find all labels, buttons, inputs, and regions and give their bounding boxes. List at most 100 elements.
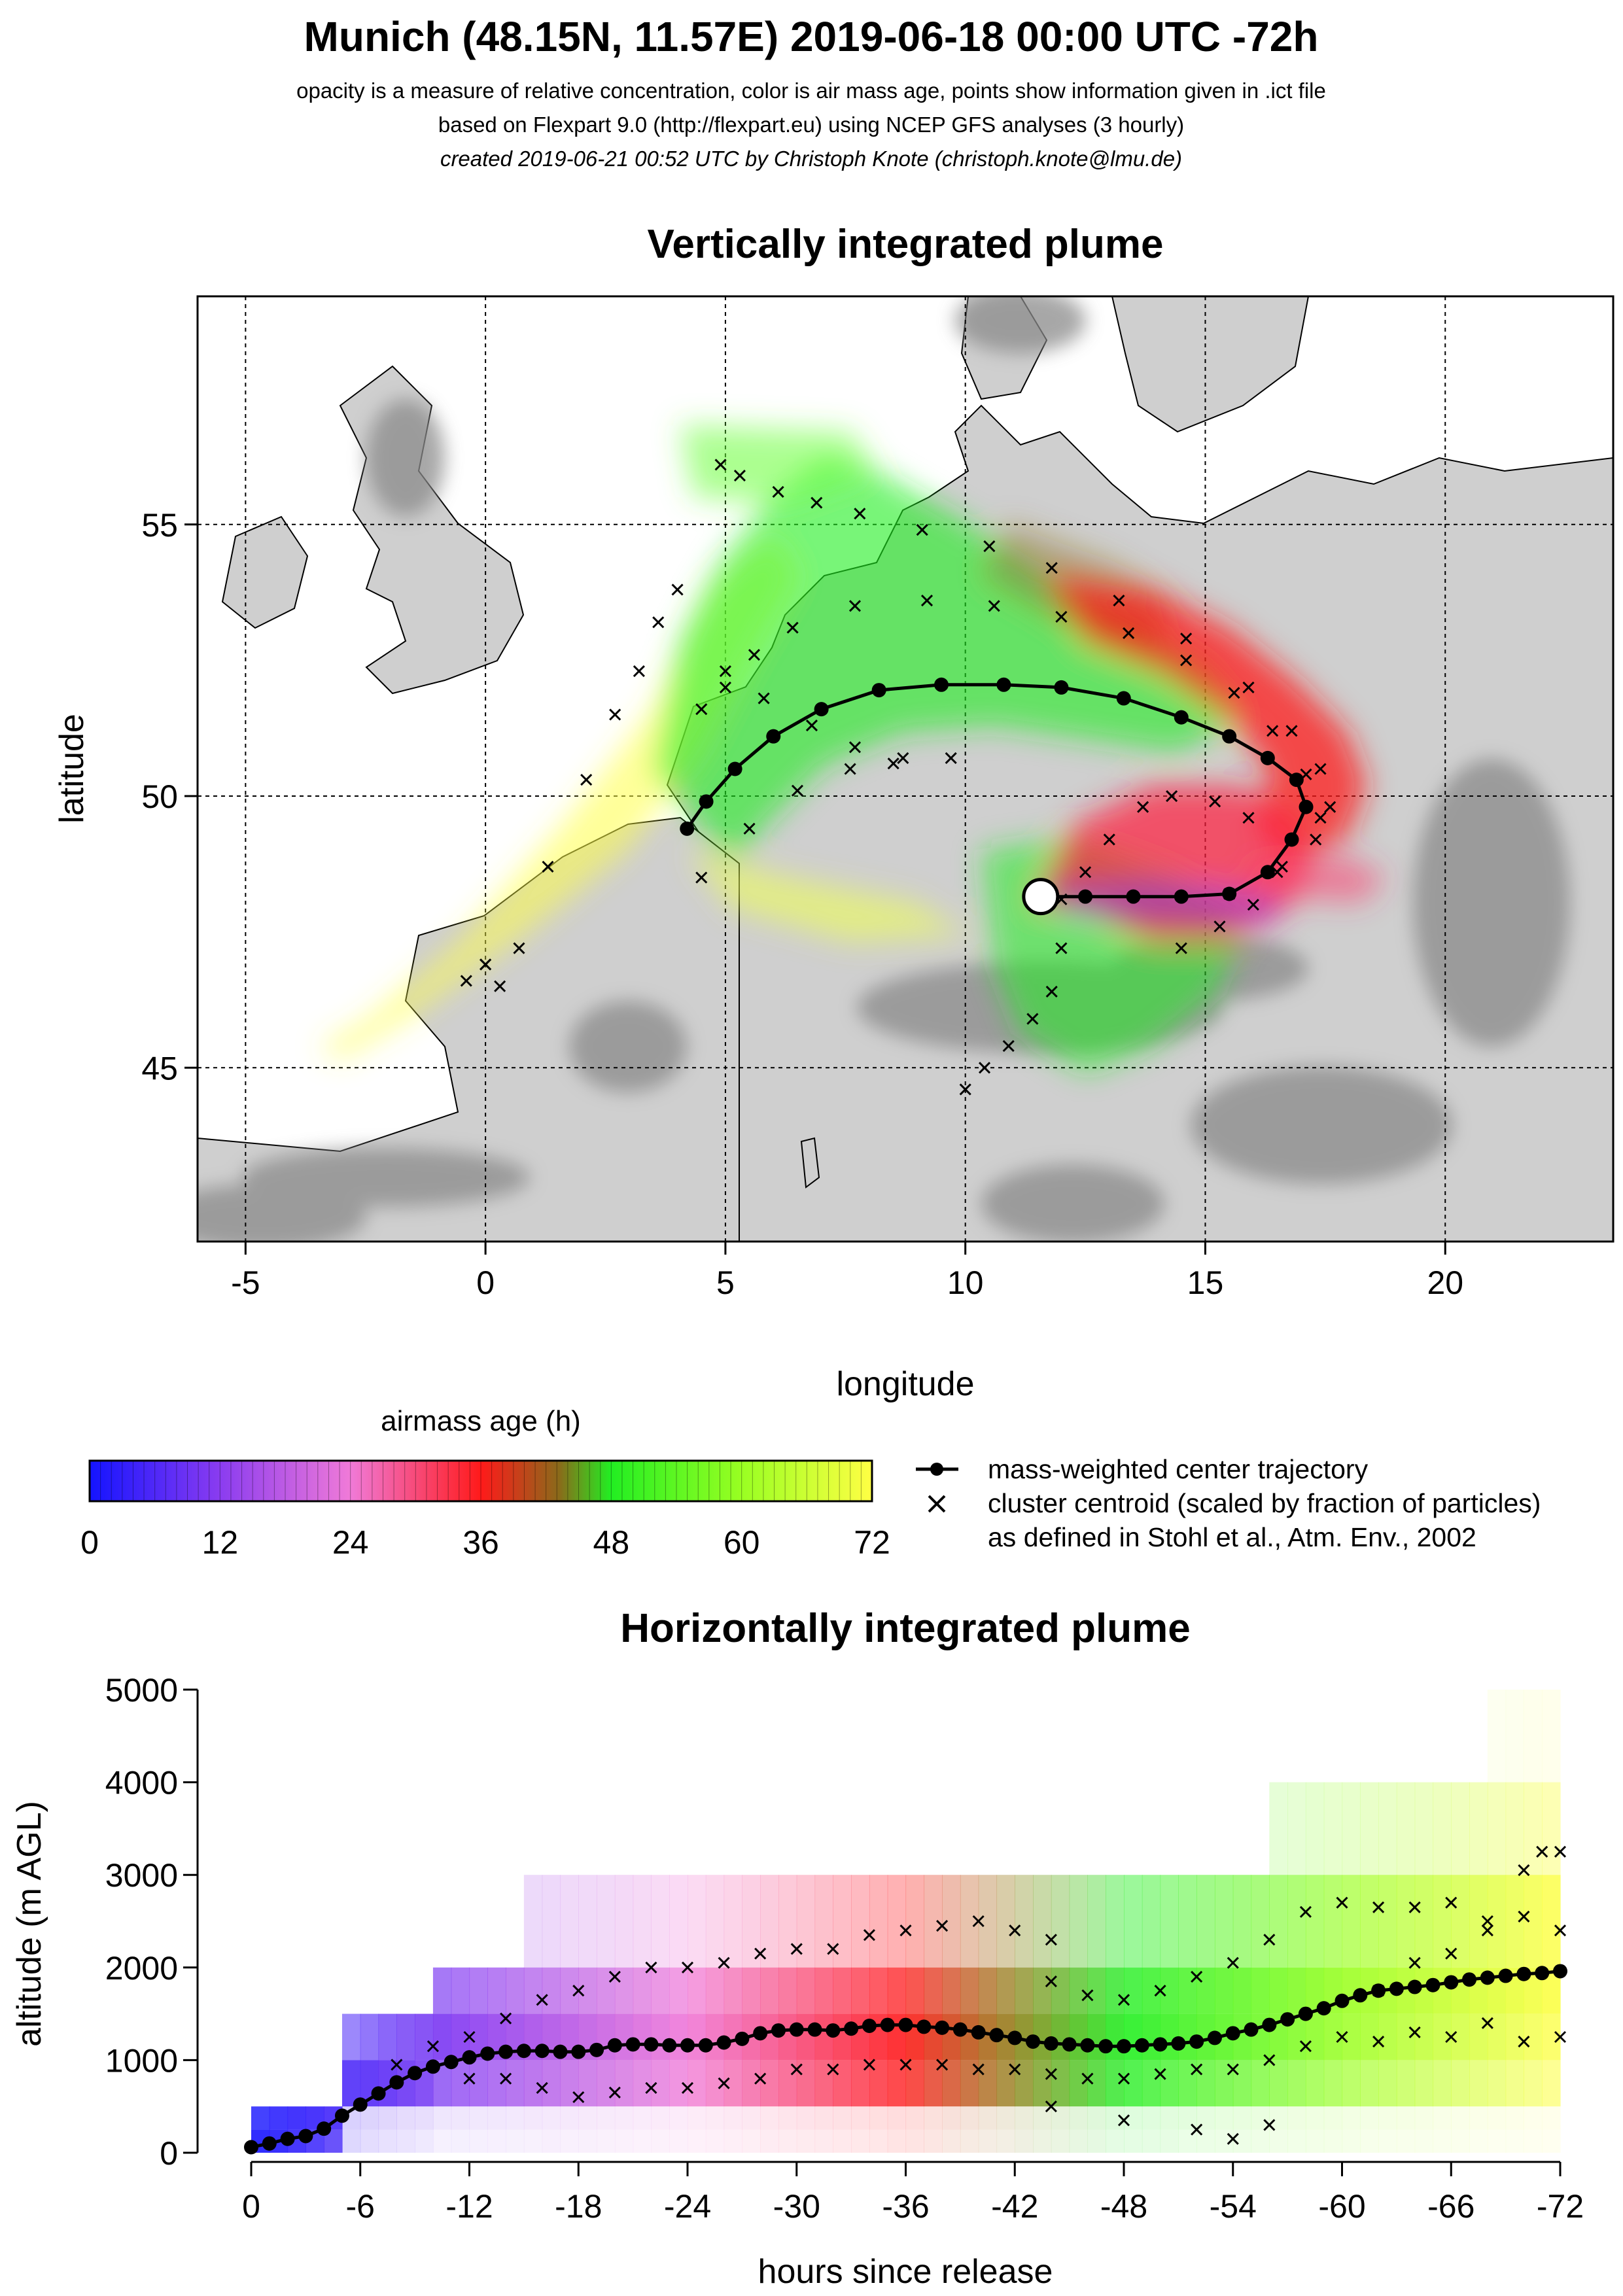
altitude-cell [1287, 2129, 1306, 2153]
altitude-cluster-marker [1191, 1970, 1203, 1983]
altitude-cell [942, 2129, 961, 2153]
altitude-cell [1269, 1782, 1288, 1875]
colorbar [88, 1459, 873, 1503]
altitude-cell [996, 1967, 1015, 2014]
map-trajectory-point [1126, 889, 1141, 904]
altitude-cell [1469, 2060, 1488, 2107]
altitude-trajectory-point [862, 2019, 877, 2034]
altitude-cell [1305, 1782, 1325, 1875]
altitude-cluster-marker [1227, 2132, 1239, 2145]
map-cluster-marker [983, 540, 996, 553]
altitude-cluster-marker [827, 2063, 839, 2076]
altitude-cell [1342, 1782, 1361, 1875]
altitude-cell [1414, 2013, 1434, 2061]
altitude-ytick-label: 3000 [105, 1857, 178, 1894]
altitude-cell [1360, 2013, 1379, 2061]
altitude-cell [887, 1967, 907, 2014]
altitude-cell [1051, 2060, 1070, 2107]
map-cluster-marker [1045, 562, 1058, 574]
altitude-trajectory-point [389, 2075, 404, 2090]
altitude-cell [1414, 2060, 1434, 2107]
altitude-cell [1414, 1875, 1434, 1968]
altitude-cluster-marker [1117, 2072, 1130, 2085]
release-point-marker [1022, 878, 1060, 916]
altitude-cell [1542, 1690, 1561, 1783]
map-cluster-marker [1285, 725, 1298, 737]
altitude-cell [1360, 2106, 1379, 2130]
altitude-cell [960, 2129, 979, 2153]
altitude-cell [833, 1875, 852, 1968]
altitude-cell [1487, 2129, 1507, 2153]
altitude-cluster-marker [1191, 2063, 1203, 2076]
altitude-cluster-marker [645, 2081, 657, 2094]
altitude-cell [1524, 2060, 1543, 2107]
altitude-cell [705, 1875, 725, 1968]
legend-x-symbol [928, 1495, 946, 1513]
altitude-xtick-label: -72 [1537, 2188, 1584, 2225]
altitude-cell [1069, 1875, 1089, 1968]
altitude-cell [669, 2060, 688, 2107]
altitude-cell [996, 2106, 1015, 2130]
altitude-cell [560, 2129, 579, 2153]
map-ytick-label: 50 [141, 778, 178, 815]
map-cluster-marker [1314, 763, 1327, 775]
altitude-cell [1033, 2060, 1052, 2107]
colorbar-title: airmass age (h) [381, 1405, 581, 1437]
altitude-cluster-marker [790, 1943, 803, 1955]
map-cluster-marker [920, 594, 934, 607]
altitude-trajectory-point [826, 2023, 841, 2038]
altitude-cell [1015, 2106, 1034, 2130]
altitude-trajectory-point [1134, 2038, 1149, 2053]
altitude-cluster-marker [754, 1947, 767, 1960]
altitude-cluster-marker [936, 1920, 949, 1932]
plume [321, 425, 1387, 1073]
altitude-ytick-label: 2000 [105, 1950, 178, 1987]
altitude-cell [578, 2060, 597, 2107]
altitude-cluster-marker [1045, 1934, 1057, 1946]
altitude-trajectory-point [1535, 1966, 1550, 1981]
altitude-cell [778, 1875, 797, 1968]
altitude-cell [1214, 1967, 1234, 2014]
altitude-cell [469, 2060, 488, 2107]
map-cluster-marker [758, 692, 770, 704]
altitude-trajectory-point [952, 2022, 968, 2037]
map-cluster-marker [1113, 594, 1125, 607]
altitude-cell [960, 2106, 979, 2130]
altitude-cell [1542, 1875, 1561, 1968]
altitude-cluster-marker [1191, 2123, 1203, 2136]
colorbar-ticks: 0 12 24 36 48 60 72 [80, 1524, 890, 1561]
altitude-cell [1214, 2106, 1234, 2130]
altitude-cell [851, 1875, 870, 1968]
altitude-trajectory-point [771, 2023, 786, 2038]
altitude-cell [833, 2129, 852, 2153]
colorbar-tick-label: 0 [80, 1524, 99, 1561]
altitude-trajectory-point [1389, 1981, 1404, 1996]
altitude-cell [742, 2129, 761, 2153]
altitude-cell [1505, 2106, 1525, 2130]
altitude-cell [1232, 1875, 1252, 1968]
altitude-cell [469, 1967, 488, 2014]
altitude-cell [778, 1967, 797, 2014]
altitude-cell [1269, 1875, 1288, 1968]
altitude-xtick-label: -48 [1100, 2188, 1147, 2225]
altitude-cell [796, 2060, 816, 2107]
altitude-cell [1033, 2129, 1052, 2153]
altitude-cell [614, 1967, 634, 2014]
altitude-cell [1396, 2129, 1416, 2153]
plume-green-main [654, 458, 1243, 863]
map-cluster-marker [1310, 833, 1322, 846]
altitude-cell [1015, 1967, 1034, 2014]
altitude-trajectory-point [735, 2031, 750, 2046]
altitude-cell [1124, 1875, 1143, 1968]
altitude-cell [1287, 2106, 1306, 2130]
altitude-trajectory-point [1480, 1970, 1495, 1985]
altitude-cluster-marker [1263, 1934, 1276, 1946]
altitude-ytick-label: 4000 [105, 1765, 178, 1801]
altitude-cell [523, 2106, 543, 2130]
altitude-cell [978, 2106, 998, 2130]
altitude-trajectory-point [898, 2017, 913, 2032]
altitude-cell [669, 1967, 688, 2014]
altitude-cell [924, 2129, 943, 2153]
altitude-cell [542, 2106, 561, 2130]
altitude-trajectory-point [262, 2136, 277, 2151]
